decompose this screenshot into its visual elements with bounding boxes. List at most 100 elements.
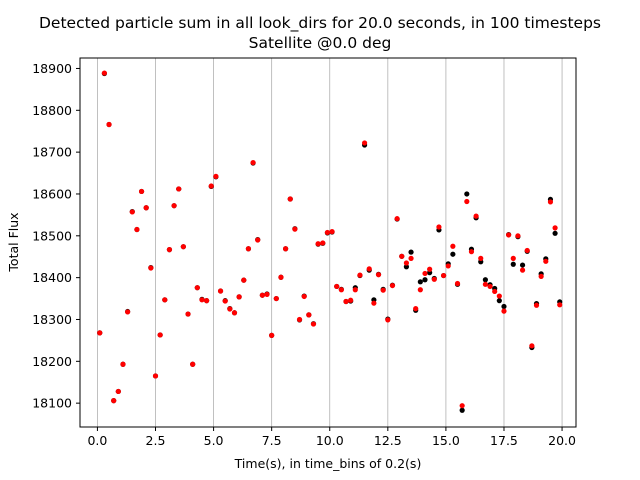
data-point-black	[552, 230, 558, 236]
data-point-red	[338, 287, 344, 293]
data-point-red	[255, 237, 261, 243]
data-point-red	[194, 285, 200, 291]
data-point-red	[204, 298, 210, 304]
data-point-red	[190, 361, 196, 367]
data-point-black	[459, 407, 465, 413]
data-point-black	[482, 277, 488, 283]
data-point-red	[371, 300, 377, 306]
data-point-red	[115, 388, 121, 395]
data-point-red	[111, 398, 117, 404]
data-point-red	[408, 255, 414, 261]
y-axis-label: Total Flux	[6, 212, 21, 272]
x-axis: 0.0 2.5 5.0 7.5 10.0 12.5 15.0 17.5 20.0	[87, 427, 576, 448]
x-tick-label: 10.0	[316, 433, 344, 448]
data-point-red	[320, 240, 326, 246]
data-point-red	[217, 288, 224, 294]
data-point-red	[436, 224, 442, 230]
data-point-red	[138, 188, 145, 195]
data-point-red	[459, 403, 465, 409]
data-point-black	[417, 279, 423, 285]
data-point-red	[106, 121, 112, 128]
data-point-red	[185, 311, 191, 317]
data-point-red	[496, 293, 502, 299]
data-point-red	[148, 265, 154, 271]
data-point-red	[101, 70, 107, 76]
data-point-red	[515, 233, 521, 239]
plot-frame	[79, 57, 577, 428]
x-tick-label: 7.5	[262, 433, 282, 448]
data-point-red	[250, 159, 256, 166]
data-point-red	[231, 310, 238, 316]
data-point-red	[389, 282, 396, 289]
data-point-red	[519, 267, 526, 273]
y-tick-label: 18300	[32, 312, 72, 327]
data-point-red	[180, 244, 186, 250]
data-point-red	[385, 317, 391, 323]
data-point-red	[454, 280, 461, 287]
data-point-red	[301, 293, 307, 300]
data-point-red	[403, 260, 410, 266]
data-point-red	[552, 225, 558, 231]
data-point-red	[473, 213, 479, 219]
data-point-red	[510, 255, 516, 261]
data-point-red	[557, 302, 563, 308]
data-point-red	[306, 312, 312, 318]
data-point-red	[361, 140, 368, 146]
y-axis: 18100 18200 18300 18400 18500 18600 18700 18800…	[32, 61, 80, 411]
data-point-red	[529, 343, 535, 349]
x-tick-label: 5.0	[204, 433, 224, 448]
data-point-red	[129, 209, 135, 215]
y-tick-label: 18600	[32, 186, 72, 201]
data-point-red	[315, 241, 321, 247]
series-red-points	[97, 70, 563, 409]
x-tick-label: 17.5	[490, 433, 518, 448]
data-point-red	[97, 330, 103, 336]
data-point-red	[236, 294, 242, 300]
data-point-black	[403, 264, 410, 270]
data-point-black	[422, 277, 428, 283]
data-point-red	[478, 255, 484, 261]
data-point-red	[427, 266, 433, 272]
x-tick-label: 15.0	[432, 433, 460, 448]
data-point-black	[464, 191, 470, 197]
data-point-red	[413, 306, 419, 312]
data-point-red	[264, 291, 270, 297]
data-point-red	[120, 361, 126, 367]
data-point-red	[213, 173, 219, 179]
data-point-red	[241, 277, 247, 283]
data-point-red	[329, 229, 335, 235]
y-tick-label: 18800	[32, 103, 72, 118]
data-point-red	[380, 287, 386, 293]
data-point-red	[296, 316, 303, 323]
data-point-red	[125, 309, 131, 315]
data-point-red	[450, 243, 456, 249]
data-point-red	[227, 306, 233, 312]
y-tick-label: 18700	[32, 145, 72, 160]
data-point-red	[324, 229, 331, 236]
x-tick-label: 20.0	[548, 433, 576, 448]
data-point-red	[357, 272, 363, 278]
data-point-red	[162, 297, 168, 303]
data-point-red	[506, 232, 512, 238]
data-point-red	[152, 373, 159, 379]
y-tick-label: 18500	[32, 228, 72, 243]
data-point-red	[259, 292, 265, 298]
data-point-red	[310, 321, 317, 327]
grid-lines	[97, 58, 563, 427]
data-point-red	[547, 199, 554, 205]
data-point-red	[487, 283, 493, 290]
data-point-red	[283, 246, 289, 252]
data-point-red	[524, 247, 530, 254]
data-point-red	[501, 308, 507, 314]
data-point-red	[278, 274, 284, 280]
x-axis-label: Time(s), in time_bins of 0.2(s)	[234, 456, 422, 471]
data-point-red	[287, 196, 293, 202]
data-point-red	[533, 302, 540, 308]
data-point-red	[431, 276, 437, 282]
data-point-red	[143, 205, 149, 211]
data-point-red	[166, 247, 173, 253]
data-point-red	[492, 288, 498, 295]
data-point-red	[399, 253, 405, 259]
